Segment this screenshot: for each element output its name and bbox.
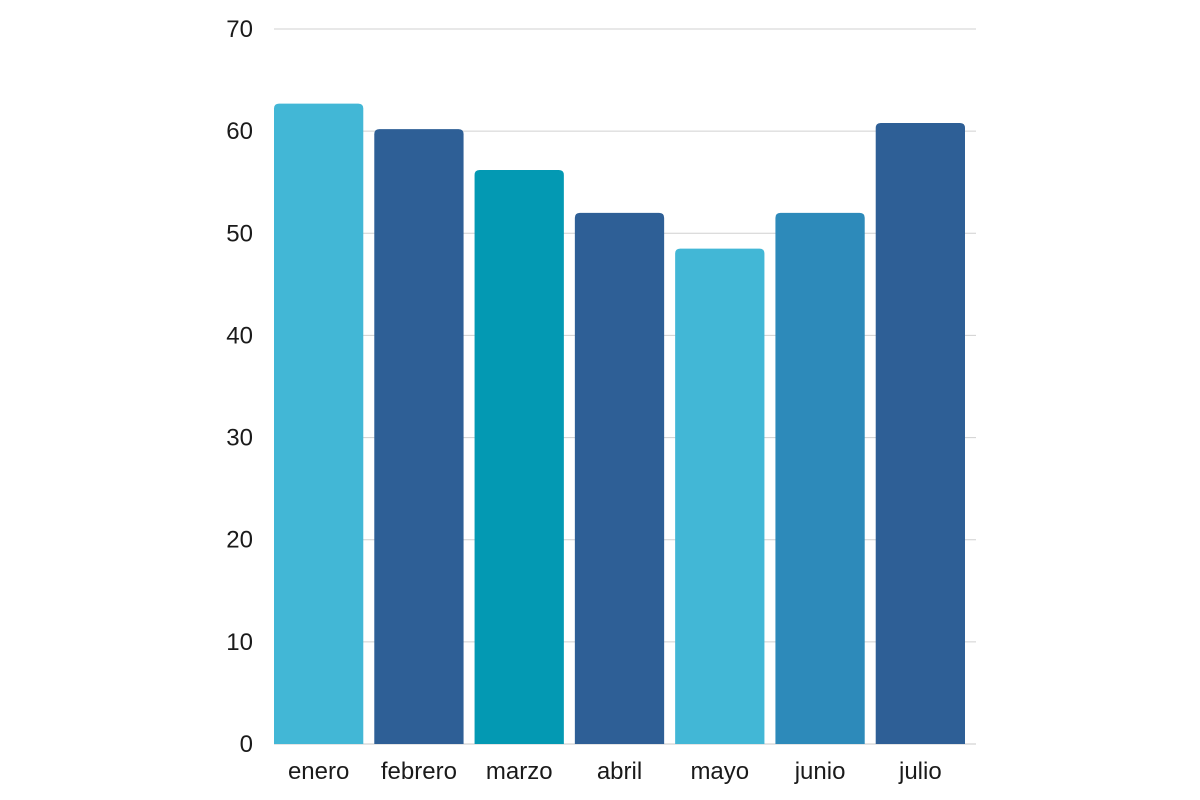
x-category-label: julio: [898, 758, 942, 785]
x-category-label: mayo: [690, 758, 749, 785]
y-tick-label: 70: [226, 16, 253, 43]
x-category-label: febrero: [381, 758, 457, 785]
bar-julio: [875, 122, 965, 744]
bar-enero: [274, 103, 364, 745]
x-category-label: enero: [288, 758, 349, 785]
x-category-label: junio: [794, 758, 846, 785]
x-axis-category-labels: enero febrero marzo abril mayo junio julio: [288, 758, 942, 785]
bar-marzo: [474, 169, 564, 744]
y-tick-label: 50: [226, 220, 253, 247]
y-tick-label: 0: [240, 731, 253, 758]
y-tick-label: 10: [226, 629, 253, 656]
bar-febrero: [374, 129, 464, 745]
bar-junio: [775, 212, 865, 744]
x-category-label: marzo: [486, 758, 553, 785]
bars: [274, 103, 965, 745]
y-tick-label: 60: [226, 118, 253, 145]
x-category-label: abril: [597, 758, 642, 785]
y-tick-label: 30: [226, 425, 253, 452]
y-tick-label: 40: [226, 322, 253, 349]
bar-mayo: [675, 248, 765, 744]
y-tick-label: 20: [226, 527, 253, 554]
bar-abril: [574, 212, 665, 744]
y-axis-tick-labels: 0 10 20 30 40 50 60 70: [226, 16, 253, 758]
